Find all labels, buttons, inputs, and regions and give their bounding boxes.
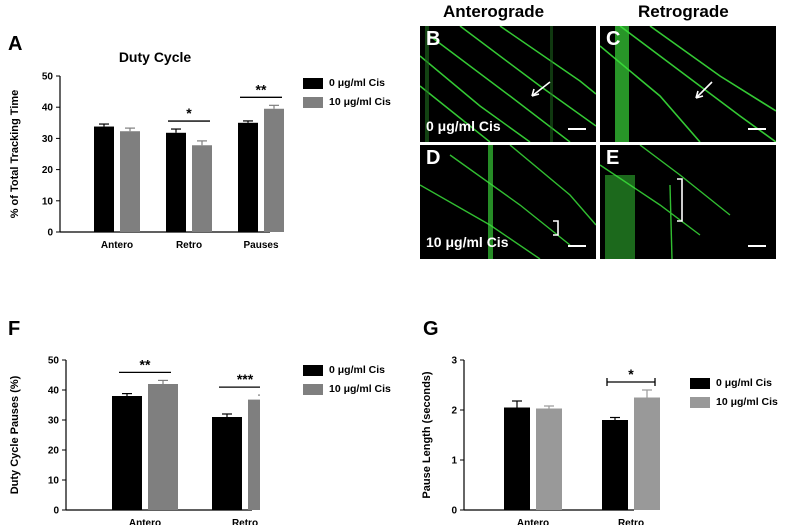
y-tick-label: 10 — [42, 196, 54, 207]
y-tick-label: 20 — [48, 446, 60, 457]
kymograph-c: C — [600, 26, 776, 142]
bar — [94, 126, 114, 232]
panel-label-f: F — [8, 318, 21, 340]
panel-label-g: G — [423, 318, 439, 340]
kymograph-c-image — [600, 26, 776, 142]
bar — [148, 384, 178, 510]
legend-label-1: 10 μg/ml Cis — [716, 396, 778, 408]
bar — [634, 397, 660, 510]
significance-label: * — [186, 105, 192, 121]
x-tick-label: Antero — [129, 518, 161, 525]
chart-g: Pause Length (seconds) 0 1 2 3 Antero Retro * — [421, 356, 660, 525]
x-tick-label: Retro — [618, 518, 644, 525]
condition-label-bottom: 10 μg/ml Cis — [426, 234, 509, 250]
significance-label: ** — [140, 356, 151, 372]
y-tick-label: 0 — [451, 506, 457, 517]
y-tick-label: 2 — [451, 406, 457, 417]
bar — [166, 132, 186, 232]
kymograph-e: E — [600, 145, 776, 259]
legend-swatch-0 — [690, 377, 710, 389]
y-tick-label: 50 — [42, 72, 54, 83]
legend-label-0: 0 μg/ml Cis — [716, 377, 773, 389]
legend-g: 0 μg/ml Cis 10 μg/ml Cis — [690, 375, 778, 413]
bar — [120, 131, 140, 232]
chart-a: Duty Cycle % of Total Tracking Time 0 10 20 3… — [9, 49, 284, 250]
chart-f: Duty Cycle Pauses (%) 0 10 20 30 40 50 Antero **… — [9, 356, 260, 525]
legend-label-0: 0 μg/ml Cis — [329, 77, 386, 89]
significance-label: *** — [237, 371, 254, 387]
legend-a: 0 μg/ml Cis 10 μg/ml Cis — [303, 75, 391, 113]
panel-label-a: A — [8, 33, 23, 55]
y-tick-label: 40 — [42, 103, 54, 114]
y-axis-label: % of Total Tracking Time — [9, 90, 21, 219]
kymograph-b: B 0 μg/ml Cis — [420, 26, 596, 142]
legend-label-1: 10 μg/ml Cis — [329, 96, 391, 108]
legend-label-1: 10 μg/ml Cis — [329, 383, 391, 395]
bar — [248, 399, 260, 510]
bar — [264, 108, 284, 232]
bar — [212, 417, 242, 510]
legend-swatch-0 — [303, 77, 323, 89]
kymograph-b-image — [420, 26, 596, 142]
bar — [536, 408, 562, 510]
y-tick-label: 50 — [48, 356, 60, 367]
legend-swatch-0 — [303, 364, 323, 376]
scale-bar — [568, 128, 586, 130]
y-tick-label: 1 — [451, 456, 457, 467]
legend-swatch-1 — [303, 96, 323, 108]
x-tick-label: Retro — [176, 240, 202, 250]
scale-bar — [748, 128, 766, 130]
legend-swatch-1 — [690, 396, 710, 408]
bar — [602, 420, 628, 510]
x-tick-label: Retro — [232, 518, 258, 525]
x-tick-label: Antero — [101, 240, 133, 250]
legend-label-0: 0 μg/ml Cis — [329, 364, 386, 376]
legend-f: 0 μg/ml Cis 10 μg/ml Cis — [303, 362, 391, 400]
chart-title: Duty Cycle — [119, 49, 192, 65]
y-tick-label: 40 — [48, 386, 60, 397]
kymograph-e-image — [600, 145, 731, 259]
bar — [238, 122, 258, 232]
legend-swatch-1 — [303, 383, 323, 395]
kymograph-d: D 10 μg/ml Cis — [420, 145, 596, 259]
y-tick-label: 3 — [451, 356, 457, 367]
y-tick-label: 30 — [48, 416, 60, 427]
y-tick-label: 20 — [42, 165, 54, 176]
x-tick-label: Pauses — [243, 240, 278, 250]
bar — [504, 407, 530, 510]
bar — [112, 396, 142, 510]
micro-title-retrograde: Retrograde — [638, 2, 729, 21]
panel-label-b: B — [426, 28, 441, 50]
y-axis-label: Duty Cycle Pauses (%) — [9, 375, 21, 494]
panel-label-e: E — [606, 147, 620, 169]
significance-label: ** — [256, 81, 267, 97]
scale-bar — [568, 245, 586, 247]
scale-bar — [748, 245, 766, 247]
bar — [192, 145, 212, 232]
y-axis-label: Pause Length (seconds) — [421, 371, 433, 498]
panel-label-c: C — [606, 28, 621, 50]
y-tick-label: 30 — [42, 134, 54, 145]
x-tick-label: Antero — [517, 518, 549, 525]
condition-label-top: 0 μg/ml Cis — [426, 118, 501, 134]
micro-title-anterograde: Anterograde — [443, 2, 545, 21]
y-tick-label: 10 — [48, 476, 60, 487]
kymograph-d-image — [420, 145, 596, 259]
y-tick-label: 0 — [47, 228, 53, 239]
y-tick-label: 0 — [53, 506, 59, 517]
significance-label: * — [628, 366, 634, 382]
panel-label-d: D — [426, 147, 441, 169]
